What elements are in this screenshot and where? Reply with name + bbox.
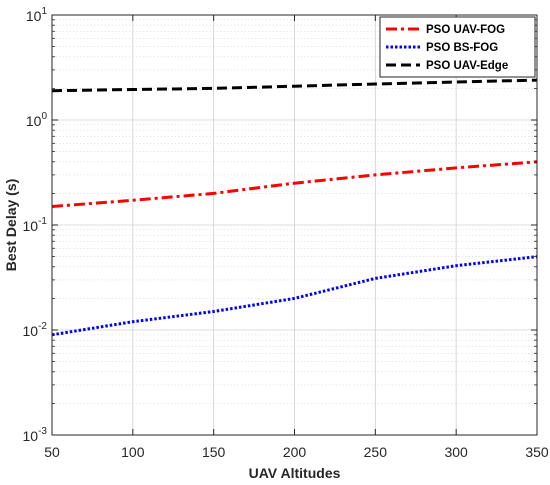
y-tick-base: 10: [26, 8, 42, 24]
x-axis-title: UAV Altitudes: [249, 465, 341, 481]
x-tick-label: 300: [444, 444, 468, 460]
legend-label: PSO BS-FOG: [426, 42, 498, 54]
y-tick-label: 10-2: [23, 321, 48, 339]
y-tick-label: 101: [26, 6, 48, 24]
y-tick-base: 10: [26, 113, 42, 129]
y-tick-base: 10: [23, 218, 39, 234]
x-tick-label: 150: [202, 444, 226, 460]
y-tick-label: 100: [26, 111, 48, 129]
x-tick-label: 200: [283, 444, 307, 460]
y-tick-exponent: -3: [38, 426, 47, 437]
legend-label: PSO UAV-FOG: [426, 24, 505, 36]
y-tick-exponent: -1: [38, 216, 47, 227]
series-line: [51, 78, 538, 93]
series-line: [51, 160, 538, 208]
y-tick-base: 10: [23, 428, 39, 444]
x-tick-label: 350: [525, 444, 549, 460]
x-tick-label: 250: [364, 444, 388, 460]
x-tick-label: 50: [44, 444, 60, 460]
series-line: [51, 255, 538, 337]
y-tick-exponent: 0: [41, 111, 47, 122]
y-tick-exponent: 1: [41, 6, 47, 17]
y-tick-label: 10-3: [23, 426, 48, 444]
legend: PSO UAV-FOG PSO BS-FOG PSO UAV-Edge: [379, 16, 536, 78]
series-lines: [51, 78, 538, 337]
x-tick-label: 100: [121, 444, 145, 460]
tick-marks: [51, 14, 538, 436]
y-tick-base: 10: [23, 323, 39, 339]
x-tick-labels: 50 100 150 200 250 300 350: [44, 444, 549, 460]
y-tick-exponent: -2: [38, 321, 47, 332]
y-axis-title: Best Delay (s): [3, 179, 19, 272]
legend-label: PSO UAV-Edge: [426, 60, 508, 72]
y-tick-label: 10-1: [23, 216, 48, 234]
